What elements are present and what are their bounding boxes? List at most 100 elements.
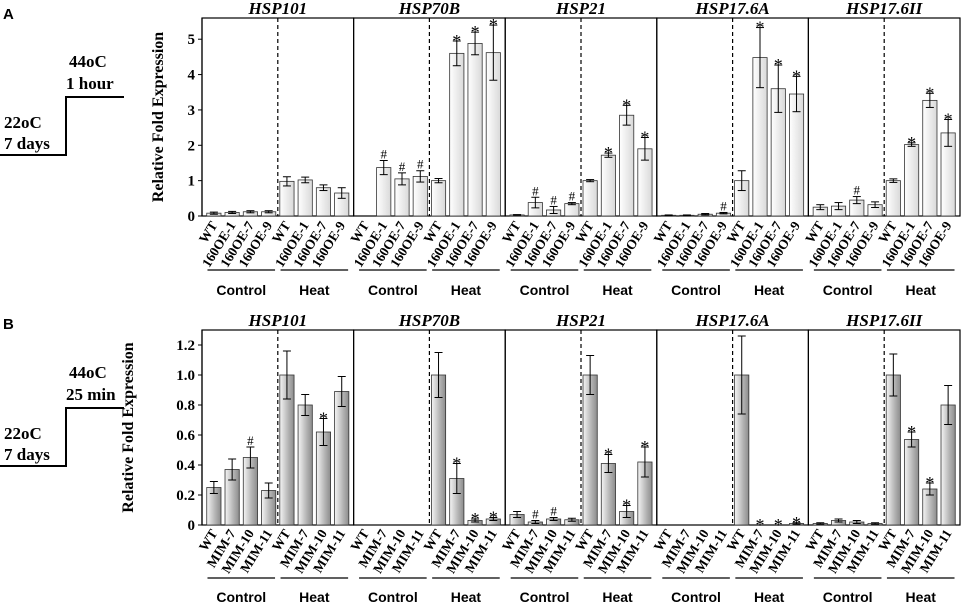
significance-mark: * <box>944 109 953 129</box>
panel-a-low-time: 7 days <box>4 134 50 153</box>
bar <box>582 180 598 217</box>
significance-mark: * <box>755 515 764 535</box>
group-label-control: Control <box>671 589 721 605</box>
group-label-heat: Heat <box>602 589 633 605</box>
significance-mark: * <box>604 445 613 465</box>
bar <box>297 404 313 526</box>
significance-mark: * <box>489 508 498 528</box>
y-tick-label: 0 <box>188 518 196 534</box>
y-tick-label: 1 <box>188 174 196 190</box>
panel-b-letter: B <box>3 316 14 333</box>
subplot-title: HSP21 <box>555 311 606 330</box>
significance-mark: * <box>319 409 328 429</box>
subplot-title: HSP17.6II <box>845 311 923 330</box>
significance-mark: * <box>774 515 783 535</box>
significance-mark: # <box>380 146 387 161</box>
subplot-title: HSP101 <box>248 311 308 330</box>
bar <box>582 374 598 526</box>
group-label-control: Control <box>368 589 418 605</box>
group-label-heat: Heat <box>602 282 633 298</box>
panel-b-low-temp: 22oC <box>4 424 42 443</box>
group-label-heat: Heat <box>754 589 785 605</box>
y-axis-label: Relative Fold Expression <box>150 32 167 202</box>
significance-mark: # <box>417 157 424 172</box>
significance-mark: * <box>604 143 613 163</box>
group-label-control: Control <box>520 282 570 298</box>
y-tick-label: 0.2 <box>176 488 195 504</box>
bar <box>334 391 350 526</box>
significance-mark: # <box>854 183 861 198</box>
significance-mark: * <box>907 133 916 153</box>
panel-b-high-time: 25 min <box>66 385 116 404</box>
significance-mark: * <box>907 422 916 442</box>
bar <box>315 187 331 217</box>
bar <box>904 144 920 217</box>
panel-b-high-temp: 44oC <box>69 363 107 382</box>
y-tick-label: 3 <box>188 103 196 119</box>
group-label-control: Control <box>368 282 418 298</box>
y-axis-label: Relative Fold Expression <box>120 342 137 512</box>
y-tick-label: 4 <box>188 68 196 84</box>
group-label-heat: Heat <box>299 589 330 605</box>
significance-mark: # <box>569 189 576 204</box>
bar <box>904 439 920 526</box>
significance-mark: # <box>532 183 539 198</box>
bar <box>885 374 901 526</box>
panel-b-chart: 0 0.2 0.4 0.6 0.8 1.0 1.2 Relative Fold Express… <box>120 311 961 605</box>
significance-mark: # <box>550 504 557 519</box>
significance-mark: * <box>452 31 461 51</box>
bar <box>467 43 483 217</box>
group-label-heat: Heat <box>906 589 937 605</box>
panel-a-high-temp: 44oC <box>69 52 107 71</box>
panel-b-temperature-step <box>0 407 124 467</box>
subplot-title: HSP70B <box>398 0 460 18</box>
significance-mark: * <box>622 95 631 115</box>
y-tick-label: 0.4 <box>176 458 195 474</box>
significance-mark: # <box>550 192 557 207</box>
group-label-control: Control <box>671 282 721 298</box>
subplot-title: HSP17.6A <box>695 311 770 330</box>
bar <box>279 180 295 217</box>
group-label-heat: Heat <box>451 282 482 298</box>
subplot-title: HSP17.6II <box>845 0 923 18</box>
panel-a-letter: A <box>3 6 14 23</box>
subplot-title: HSP70B <box>398 311 460 330</box>
group-label-control: Control <box>823 282 873 298</box>
bar <box>564 203 580 217</box>
group-label-heat: Heat <box>451 589 482 605</box>
significance-mark: * <box>489 15 498 35</box>
significance-mark: * <box>452 454 461 474</box>
y-tick-label: 1.0 <box>176 368 195 384</box>
significance-mark: * <box>640 437 649 457</box>
significance-mark: # <box>399 159 406 174</box>
bar <box>297 179 313 217</box>
subplot-title: HSP17.6A <box>695 0 770 18</box>
significance-mark: * <box>755 18 764 38</box>
group-label-heat: Heat <box>299 282 330 298</box>
bar <box>449 52 465 217</box>
bar <box>431 180 447 217</box>
significance-mark: * <box>471 22 480 42</box>
significance-mark: # <box>532 507 539 522</box>
significance-mark: * <box>792 66 801 86</box>
significance-mark: # <box>247 433 254 448</box>
significance-mark: * <box>622 496 631 516</box>
group-label-heat: Heat <box>906 282 937 298</box>
bar <box>619 114 635 217</box>
significance-mark: * <box>925 473 934 493</box>
group-label-control: Control <box>216 589 266 605</box>
y-tick-label: 1.2 <box>176 338 195 354</box>
bar <box>922 99 938 217</box>
significance-mark: * <box>925 83 934 103</box>
panel-a-low-temp: 22oC <box>4 113 42 132</box>
group-label-control: Control <box>823 589 873 605</box>
y-tick-label: 0.6 <box>176 428 195 444</box>
bar <box>885 180 901 217</box>
significance-mark: * <box>792 513 801 533</box>
y-tick-label: 0.8 <box>176 398 195 414</box>
bar <box>600 154 616 217</box>
y-tick-label: 2 <box>188 138 196 154</box>
significance-mark: # <box>720 198 727 213</box>
